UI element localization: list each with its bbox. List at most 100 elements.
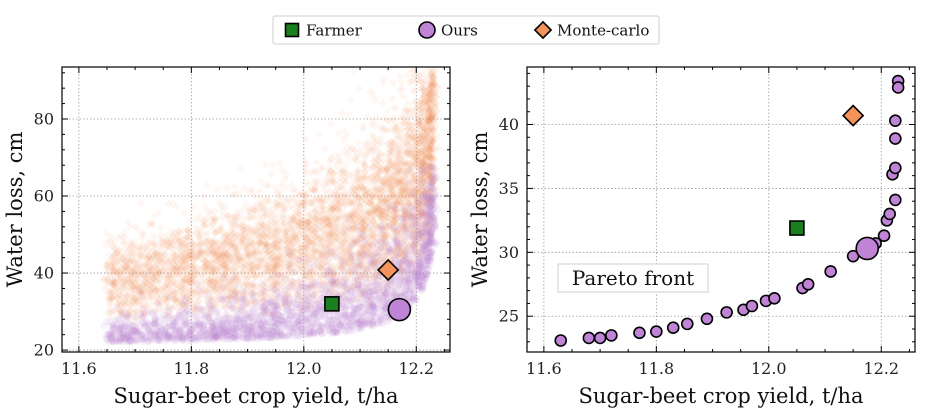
montecarlo-sample: [255, 239, 264, 248]
montecarlo-sample: [110, 292, 119, 301]
montecarlo-sample: [322, 214, 331, 223]
montecarlo-sample: [377, 210, 386, 219]
montecarlo-sample: [423, 230, 432, 239]
montecarlo-sample: [413, 241, 422, 250]
montecarlo-sample: [423, 118, 432, 127]
montecarlo-sample: [272, 295, 281, 304]
montecarlo-sample: [392, 197, 401, 206]
montecarlo-sample: [218, 257, 227, 266]
montecarlo-sample: [363, 252, 372, 261]
montecarlo-sample: [193, 290, 202, 299]
montecarlo-sample: [321, 186, 330, 195]
montecarlo-sample: [150, 276, 159, 285]
montecarlo-sample: [119, 254, 128, 263]
montecarlo-sample: [292, 285, 301, 294]
montecarlo-sample: [319, 260, 328, 269]
montecarlo-sample: [324, 222, 333, 231]
montecarlo-sample: [160, 295, 169, 304]
montecarlo-sample: [150, 289, 159, 298]
montecarlo-sample: [364, 284, 373, 293]
montecarlo-sample: [169, 265, 178, 274]
montecarlo-sample: [402, 185, 411, 194]
montecarlo-sample: [294, 232, 303, 241]
montecarlo-sample: [357, 271, 366, 280]
montecarlo-sample: [226, 252, 235, 261]
montecarlo-sample: [363, 273, 372, 282]
montecarlo-sample: [256, 199, 265, 208]
montecarlo-sample: [361, 272, 370, 281]
montecarlo-sample: [322, 177, 331, 186]
montecarlo-sample: [319, 279, 328, 288]
montecarlo-sample: [393, 178, 402, 187]
montecarlo-sample: [104, 289, 113, 298]
montecarlo-sample: [327, 217, 336, 226]
montecarlo-sample: [328, 204, 337, 213]
montecarlo-sample: [343, 285, 352, 294]
montecarlo-sample: [419, 240, 428, 249]
montecarlo-sample: [421, 189, 430, 198]
montecarlo-sample: [286, 235, 295, 244]
montecarlo-sample: [305, 237, 314, 246]
montecarlo-sample: [414, 116, 423, 125]
montecarlo-sample: [394, 197, 403, 206]
montecarlo-sample: [187, 247, 196, 256]
montecarlo-sample: [211, 244, 220, 253]
montecarlo-sample: [332, 228, 341, 237]
montecarlo-sample: [419, 124, 428, 133]
montecarlo-sample: [371, 175, 380, 184]
montecarlo-sample: [326, 187, 335, 196]
montecarlo-sample: [295, 219, 304, 228]
montecarlo-sample: [236, 164, 245, 173]
montecarlo-sample: [125, 223, 134, 232]
montecarlo-sample: [298, 295, 307, 304]
montecarlo-sample: [311, 222, 320, 231]
montecarlo-sample: [161, 282, 170, 291]
montecarlo-sample: [389, 78, 398, 87]
montecarlo-sample: [388, 200, 397, 209]
montecarlo-sample: [346, 267, 355, 276]
montecarlo-sample: [339, 261, 348, 270]
montecarlo-sample: [418, 150, 427, 159]
montecarlo-sample: [221, 285, 230, 294]
montecarlo-sample: [227, 239, 236, 248]
montecarlo-sample: [280, 220, 289, 229]
montecarlo-sample: [193, 293, 202, 302]
montecarlo-sample: [115, 268, 124, 277]
montecarlo-sample: [392, 192, 401, 201]
montecarlo-sample: [288, 276, 297, 285]
montecarlo-sample: [315, 130, 324, 139]
montecarlo-sample: [342, 196, 351, 205]
montecarlo-sample: [325, 264, 334, 273]
montecarlo-sample: [408, 125, 417, 134]
montecarlo-sample: [215, 198, 224, 207]
montecarlo-sample: [359, 224, 368, 233]
montecarlo-sample: [414, 227, 423, 236]
montecarlo-sample: [210, 206, 219, 215]
montecarlo-sample: [198, 263, 207, 272]
montecarlo-sample: [277, 221, 286, 230]
montecarlo-sample: [249, 248, 258, 257]
montecarlo-sample: [411, 78, 420, 87]
montecarlo-sample: [148, 271, 157, 280]
montecarlo-sample: [132, 271, 141, 280]
montecarlo-sample: [283, 290, 292, 299]
montecarlo-sample: [349, 198, 358, 207]
montecarlo-sample: [429, 193, 438, 202]
montecarlo-sample: [196, 234, 205, 243]
montecarlo-sample: [425, 224, 434, 233]
montecarlo-sample: [335, 259, 344, 268]
montecarlo-sample: [239, 281, 248, 290]
montecarlo-sample: [278, 255, 287, 264]
montecarlo-sample: [401, 106, 410, 115]
montecarlo-sample: [309, 229, 318, 238]
montecarlo-sample: [238, 220, 247, 229]
montecarlo-sample: [203, 181, 212, 190]
montecarlo-sample: [160, 239, 169, 248]
montecarlo-sample: [261, 160, 270, 169]
montecarlo-sample: [418, 208, 427, 217]
montecarlo-sample: [308, 271, 317, 280]
montecarlo-sample: [164, 199, 173, 208]
montecarlo-sample: [397, 247, 406, 256]
montecarlo-sample: [422, 144, 431, 153]
